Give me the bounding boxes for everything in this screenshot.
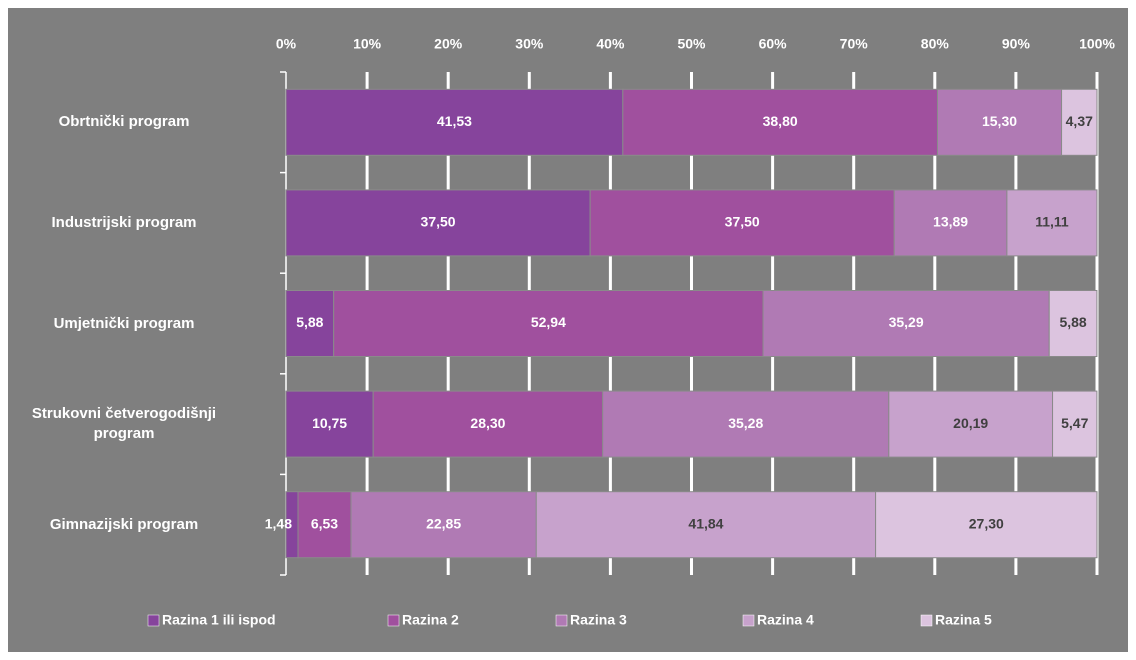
bar-segment xyxy=(285,88,624,156)
x-tick-label: 70% xyxy=(840,36,869,52)
bar-segment xyxy=(1061,88,1098,156)
value-label: 5,88 xyxy=(1059,314,1086,330)
value-label: 41,84 xyxy=(688,515,723,531)
legend-swatch xyxy=(742,614,755,627)
value-label: 4,37 xyxy=(1066,113,1093,129)
bar-segment xyxy=(285,189,591,257)
bar-segment xyxy=(285,290,335,357)
value-label: 41,53 xyxy=(437,113,472,129)
bar-segment xyxy=(372,390,604,458)
y-tick-label: Gimnazijski program xyxy=(49,515,199,533)
legend-swatch xyxy=(555,614,568,627)
y-tick-label: Industrijski program xyxy=(51,213,197,231)
value-label: 15,30 xyxy=(982,113,1017,129)
value-label: 37,50 xyxy=(421,214,456,230)
x-tick-label: 30% xyxy=(515,36,544,52)
bar-segment xyxy=(535,491,877,559)
x-tick-label: 10% xyxy=(353,36,382,52)
legend-label: Razina 4 xyxy=(757,612,814,628)
bar-segment xyxy=(285,390,374,458)
bar-segment xyxy=(1006,189,1098,257)
value-label: 5,88 xyxy=(296,314,323,330)
x-tick-label: 60% xyxy=(759,36,788,52)
value-label: 22,85 xyxy=(426,515,461,531)
bar-segment xyxy=(936,88,1063,156)
legend-swatch xyxy=(920,614,933,627)
legend-label: Razina 2 xyxy=(402,612,459,628)
x-tick-label: 100% xyxy=(1079,36,1115,52)
value-label: 35,28 xyxy=(728,415,763,431)
x-tick-label: 0% xyxy=(276,36,297,52)
x-tick-label: 80% xyxy=(921,36,950,52)
bar-segment xyxy=(622,88,938,156)
bar-segment xyxy=(875,491,1098,559)
legend-swatch xyxy=(387,614,400,627)
value-label: 28,30 xyxy=(470,415,505,431)
bar-segment xyxy=(1052,390,1098,458)
value-label: 1,48 xyxy=(265,515,292,531)
bar-segment xyxy=(762,290,1050,357)
bar-segment xyxy=(602,390,890,458)
value-label: 20,19 xyxy=(953,415,988,431)
x-tick-label: 50% xyxy=(677,36,706,52)
legend-label: Razina 1 ili ispod xyxy=(162,612,276,628)
value-label: 11,11 xyxy=(1035,214,1069,230)
value-label: 37,50 xyxy=(725,214,760,230)
value-label: 38,80 xyxy=(763,113,798,129)
bar-segment xyxy=(888,390,1054,458)
bar-segment xyxy=(1048,290,1098,357)
bar-segment xyxy=(350,491,537,559)
x-tick-label: 40% xyxy=(596,36,625,52)
bar-segment xyxy=(333,290,764,357)
y-tick-label: Umjetnički program xyxy=(53,314,195,332)
y-tick-label: Obrtnički program xyxy=(58,113,190,131)
value-label: 52,94 xyxy=(531,314,566,330)
bar-segment xyxy=(589,189,895,257)
value-label: 13,89 xyxy=(933,214,968,230)
legend-label: Razina 3 xyxy=(570,612,627,628)
value-label: 27,30 xyxy=(969,515,1004,531)
x-tick-label: 20% xyxy=(434,36,463,52)
legend-label: Razina 5 xyxy=(935,612,992,628)
value-label: 10,75 xyxy=(312,415,347,431)
x-tick-label: 90% xyxy=(1002,36,1031,52)
y-tick-label: Strukovni četverogodišnji program xyxy=(31,405,217,443)
value-label: 6,53 xyxy=(311,515,338,531)
legend-swatch xyxy=(147,614,160,627)
bar-segment xyxy=(893,189,1008,257)
value-label: 5,47 xyxy=(1061,415,1088,431)
value-label: 35,29 xyxy=(889,314,924,330)
